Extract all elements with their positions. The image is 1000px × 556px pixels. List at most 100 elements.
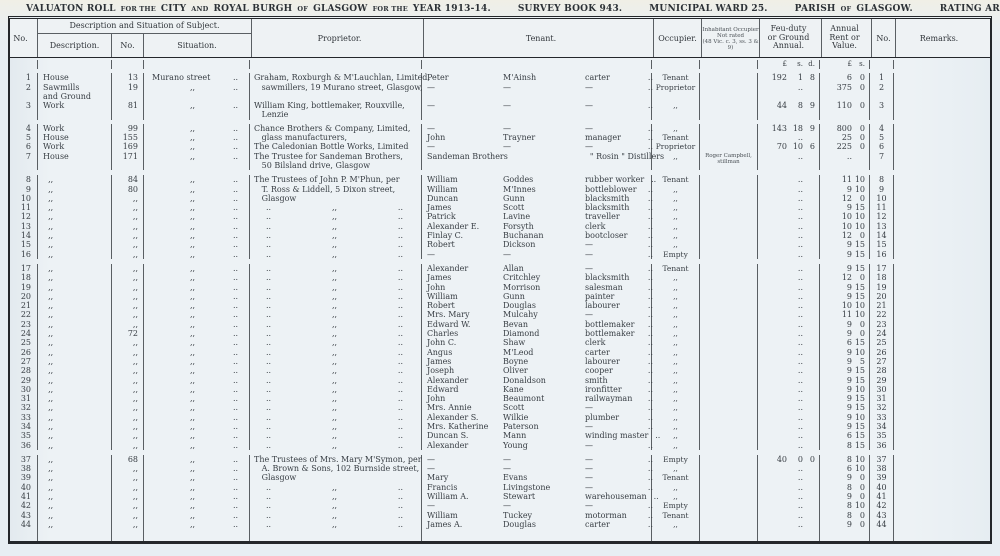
cell-entry-no-right: 26	[870, 347, 894, 357]
cell-entry-no-right: 22	[870, 310, 894, 320]
tenant-surname: Stewart	[503, 492, 536, 502]
cell-annual-rent: 6 0	[820, 73, 870, 83]
feu-pence	[803, 283, 815, 292]
cell-inhabitant-occupier	[700, 193, 758, 204]
table-row: 9 ,, 80 ,, .. T. Ross & Liddell, 5 Dixon…	[10, 184, 990, 194]
cell-proprietor: The Caledonian Bottle Works, Limited	[250, 142, 422, 152]
feu-shillings: ..	[797, 203, 803, 213]
tenant-forename: Edward W.	[427, 319, 471, 329]
situation-text	[144, 329, 152, 338]
feu-pounds	[759, 273, 787, 282]
cell-entry-no-right: 30	[870, 384, 894, 395]
cell-entry-no: 1	[10, 73, 38, 83]
cell-proprietor: .. ,, ..	[250, 403, 422, 413]
cell-description: ,,	[38, 473, 112, 483]
cell-entry-no-right: 29	[870, 375, 894, 385]
feu-pounds	[759, 301, 787, 310]
proprietor-line1: A. Brown & Sons, 102 Burnside street,	[254, 464, 420, 474]
rent-shillings: 0	[859, 193, 865, 203]
cell-feu-duty: ..	[758, 421, 820, 432]
tenant-dots: ..	[647, 263, 653, 273]
rent-pounds: 11	[841, 310, 852, 320]
situation-dots: ..	[233, 510, 239, 520]
cell-inhabitant-occupier	[700, 301, 758, 311]
proprietor-ditto-left: ..	[266, 291, 272, 301]
situation-ditto: ,,	[189, 310, 196, 320]
cell-proprietor: .. ,, ..	[250, 394, 422, 404]
cell-description: Work	[38, 101, 112, 120]
tenant-surname: Oliver	[503, 366, 528, 376]
rent-pounds: 9	[846, 329, 852, 339]
cell-occupier: ,,	[652, 221, 700, 232]
description-line1: ,,	[43, 193, 54, 203]
cell-remarks	[894, 492, 980, 501]
description-line1: Work	[43, 101, 65, 111]
tenant-dots: ..	[647, 133, 653, 143]
feu-shillings: 18	[792, 123, 803, 133]
cell-situation: ,, ..	[144, 347, 250, 357]
cell-feu-duty: 40 0 0	[758, 454, 820, 465]
tenant-surname: —	[503, 464, 511, 474]
cell-remarks	[894, 101, 980, 120]
table-row: 3 Work 81 ,, .. William King, bottlemake…	[10, 101, 990, 120]
cell-description: Work	[38, 142, 112, 152]
situation-ditto: ,,	[189, 319, 196, 329]
cell-tenant: James A. Douglas carter ..	[422, 519, 653, 530]
rent-pounds: 9	[846, 282, 852, 292]
cell-occupier: Tenant	[652, 73, 700, 83]
cell-proprietor: .. ,, ..	[250, 273, 422, 283]
proprietor-ditto-left: ..	[266, 273, 272, 283]
proprietor-ditto: .. ,, ..	[254, 357, 421, 366]
proprietor-ditto: .. ,, ..	[254, 431, 421, 440]
rent-pounds: 9	[846, 319, 852, 329]
proprietor-ditto-mid: ,,	[331, 510, 338, 520]
cell-annual-rent: 9 15	[820, 366, 870, 376]
cell-entry-no-right: 17	[870, 263, 894, 274]
tenant-occupation	[585, 60, 641, 69]
feu-pounds	[759, 473, 787, 482]
cell-feu-duty: ..	[758, 212, 820, 222]
cell-proprietor: .. ,, ..	[250, 440, 422, 450]
rent-pounds: 110	[836, 101, 852, 111]
cell-feu-duty: ..	[758, 375, 820, 385]
rent-shillings	[852, 152, 865, 171]
filler-sit	[144, 529, 250, 541]
situation-ditto: ,,	[189, 519, 196, 529]
description-line1: ,,	[43, 375, 54, 385]
feu-pounds	[759, 511, 787, 520]
proprietor-ditto-left: ..	[266, 501, 272, 511]
table-row: 37 ,, 68 ,, .. The Trustees of Mrs. Mary…	[10, 450, 990, 465]
cell-tenant: — — — ..	[422, 82, 653, 102]
description-line1: House	[43, 133, 69, 143]
proprietor-ditto: .. ,, ..	[254, 385, 421, 394]
cell-feu-duty: ..	[758, 440, 820, 450]
tenant-surname: Evans	[503, 473, 528, 483]
cell-street-no: ,,	[112, 282, 144, 292]
tenant-occupation: blacksmith	[585, 273, 630, 283]
situation-text	[144, 520, 152, 529]
filler-row	[10, 529, 990, 541]
situation-dots: ..	[233, 473, 239, 483]
inhabitant-line1: Roger Campbell,	[705, 152, 752, 159]
cell-occupier: ,,	[652, 240, 700, 250]
table-row: 33 ,, ,, ,, .. ..	[10, 412, 990, 422]
tenant-dots: ..	[653, 492, 659, 502]
cell-street-no: ,,	[112, 464, 144, 474]
cell-street-no: ,,	[112, 403, 144, 413]
feu-pence	[803, 357, 815, 366]
feu-shillings: ..	[797, 338, 803, 348]
cell-remarks	[894, 329, 980, 338]
feu-pounds	[759, 320, 787, 329]
tenant-occupation: —	[585, 123, 593, 133]
cell-feu-duty: ..	[758, 310, 820, 320]
cell-occupier: ,,	[652, 431, 700, 441]
feu-shillings: ..	[797, 282, 803, 292]
cell-tenant: Charles Diamond bottlemaker ..	[422, 329, 653, 339]
cell-annual-rent: 6 15	[820, 431, 870, 441]
tenant-forename: James	[427, 203, 452, 213]
cell-situation: ,, ..	[144, 366, 250, 376]
cell-annual-rent: 9 15	[820, 375, 870, 385]
cell-proprietor: .. ,, ..	[250, 492, 422, 502]
situation-text	[144, 231, 152, 240]
cell-tenant: — — — ..	[422, 249, 653, 259]
